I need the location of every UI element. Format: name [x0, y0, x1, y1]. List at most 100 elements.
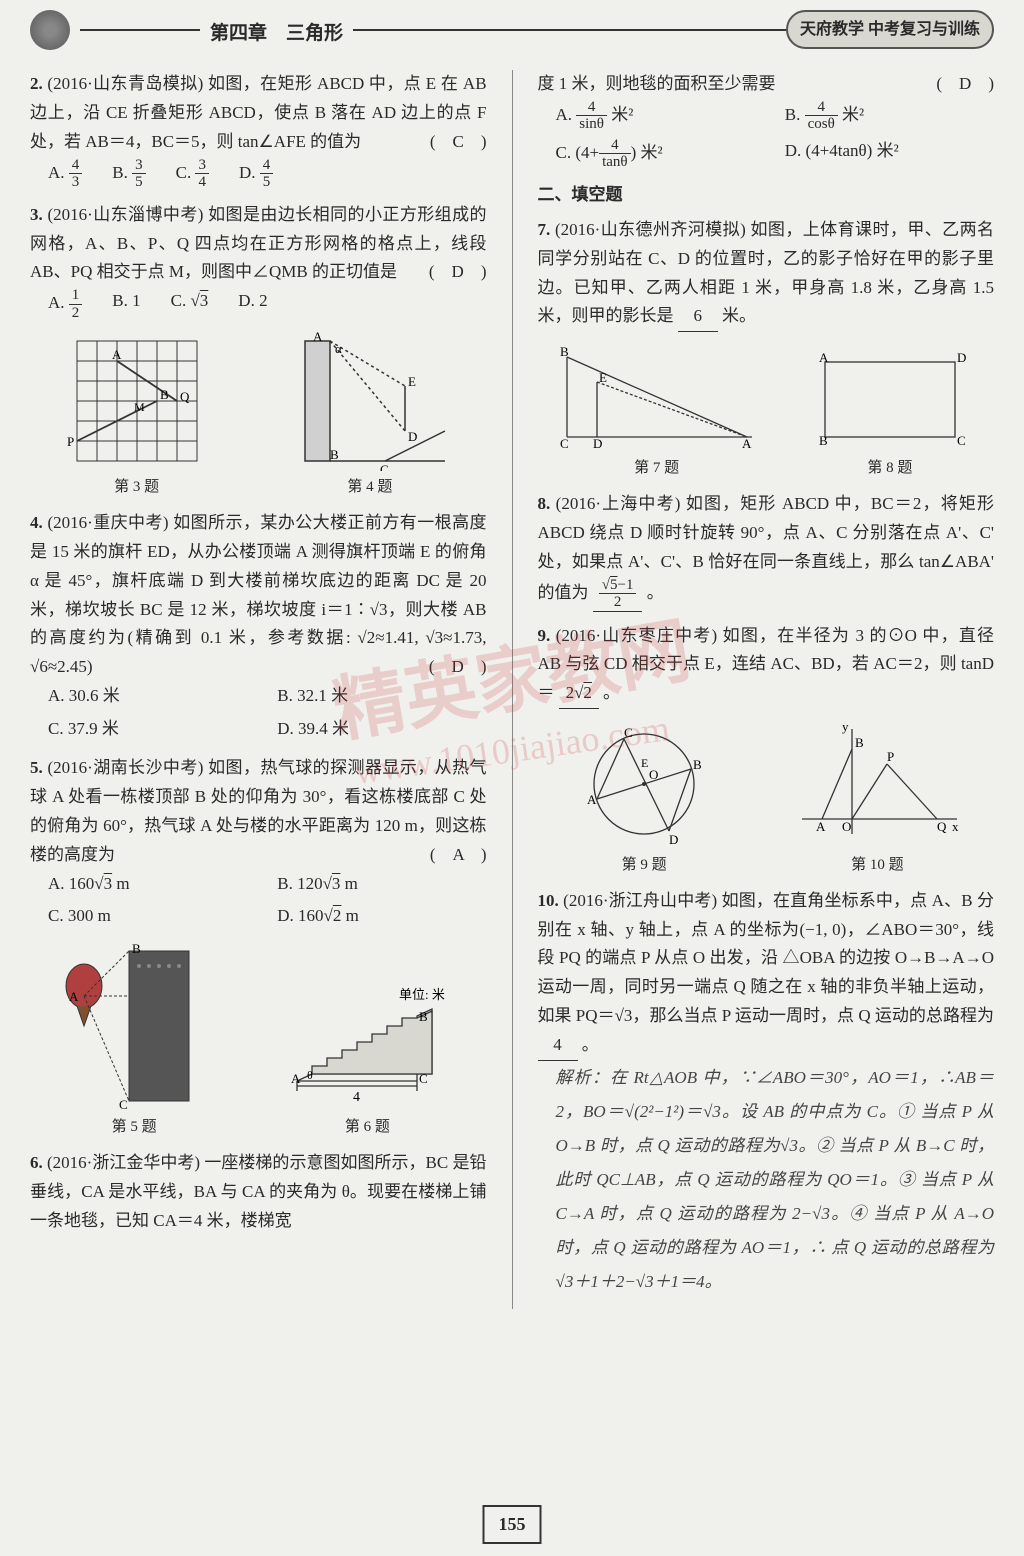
problem-number: 8. — [538, 494, 551, 513]
figure-5: ABC 第 5 题 — [59, 941, 209, 1141]
options-grid: A. 160√3 m B. 120√3 m C. 300 m D. 160√2 … — [30, 870, 487, 932]
svg-text:E: E — [599, 370, 607, 385]
problem-source: (2016·浙江舟山中考) — [563, 891, 717, 910]
problem-2: 2. (2016·山东青岛模拟) 如图，在矩形 ABCD 中，点 E 在 AB … — [30, 70, 487, 191]
svg-text:y: y — [842, 719, 849, 734]
problem-7: 7. (2016·山东德州齐河模拟) 如图，上体育课时，甲、乙两名同学分别站在 … — [538, 216, 995, 333]
option-b: B. 120√3 m — [277, 870, 486, 899]
problem-10: 10. (2016·浙江舟山中考) 如图，在直角坐标系中，点 A、B 分别在 x… — [538, 887, 995, 1299]
options-grid: A. 30.6 米 B. 32.1 米 C. 37.9 米 D. 39.4 米 — [30, 682, 487, 744]
problem-number: 10. — [538, 891, 559, 910]
svg-text:B: B — [419, 1009, 428, 1024]
figure-8: AD BC 第 8 题 — [805, 342, 975, 482]
svg-text:B: B — [819, 433, 828, 448]
svg-text:B: B — [132, 941, 141, 956]
option-d: D. (4+4tanθ) 米² — [785, 137, 994, 171]
problem-source: (2016·山东青岛模拟) — [47, 74, 203, 93]
svg-text:C: C — [957, 433, 966, 448]
figure-5-svg: A B C — [59, 941, 209, 1111]
svg-text:B: B — [330, 447, 339, 462]
answer-unit: 。 — [647, 582, 664, 601]
svg-text:D: D — [593, 436, 602, 451]
page-header: 第四章 三角形 天府教学 中考复习与训练 — [0, 0, 1024, 60]
answer-letter: D — [452, 262, 464, 281]
content-area: 2. (2016·山东青岛模拟) 如图，在矩形 ABCD 中，点 E 在 AB … — [0, 60, 1024, 1309]
answer-letter: C — [452, 132, 463, 151]
answer-letter: A — [452, 845, 463, 864]
option-b: B. 35 — [112, 157, 145, 191]
figure-row-7-8: BE CDA 第 7 题 AD BC 第 8 题 — [538, 342, 995, 482]
solution-text: 解析：在 Rt△AOB 中，∵∠ABO＝30°，AO＝1，∴AB＝2，BO＝√(… — [538, 1061, 995, 1299]
figure-6: 单位: 米 BAC θ 4 第 6 题 — [277, 981, 457, 1141]
figure-9: CA BD OE 第 9 题 — [569, 719, 719, 879]
option-c: C. (4+4tanθ) 米² — [556, 137, 765, 171]
problem-source: (2016·山东淄博中考) — [47, 205, 203, 224]
svg-text:D: D — [669, 832, 678, 847]
problem-text-cont: 度 1 米，则地毯的面积至少需要 — [538, 74, 776, 93]
svg-text:B: B — [855, 735, 864, 750]
answer-blank: √5−12 — [593, 577, 643, 612]
svg-text:M: M — [134, 400, 145, 414]
figure-row-3-4: AB PQ M 第 3 题 Aα ED — [30, 331, 487, 501]
answer-unit: 米。 — [722, 306, 756, 325]
problem-source: (2016·重庆中考) — [47, 513, 168, 532]
answer-unit: 。 — [582, 1035, 599, 1054]
svg-text:A: A — [313, 331, 323, 344]
svg-text:C: C — [624, 725, 633, 740]
unit-label: 单位: 米 — [399, 987, 445, 1002]
svg-text:C: C — [380, 462, 389, 471]
problem-8: 8. (2016·上海中考) 如图，矩形 ABCD 中，BC＝2，将矩形 ABC… — [538, 490, 995, 612]
figure-4-svg: Aα ED BC — [285, 331, 455, 471]
problem-number: 4. — [30, 513, 43, 532]
brand-badge: 天府教学 中考复习与训练 — [786, 10, 994, 49]
figure-7-svg: BE CDA — [557, 342, 757, 452]
problem-5: 5. (2016·湖南长沙中考) 如图，热气球的探测器显示，从热气球 A 处看一… — [30, 754, 487, 931]
options-row: A. 43 B. 35 C. 34 D. 45 — [30, 157, 487, 191]
svg-text:B: B — [693, 757, 702, 772]
option-a: A. 4sinθ 米² — [556, 99, 765, 133]
figure-3-svg: AB PQ M — [62, 331, 212, 471]
figure-8-svg: AD BC — [805, 342, 975, 452]
answer-blank: 4 — [538, 1031, 578, 1061]
problem-number: 2. — [30, 74, 43, 93]
right-column: 度 1 米，则地毯的面积至少需要 ( D ) A. 4sinθ 米² B. 4c… — [538, 70, 995, 1309]
figure-4: Aα ED BC 第 4 题 — [285, 331, 455, 501]
option-b: B. 1 — [112, 287, 140, 321]
option-a: A. 12 — [48, 287, 82, 321]
column-divider — [512, 70, 513, 1309]
svg-text:A: A — [112, 347, 122, 362]
svg-text:E: E — [408, 374, 416, 389]
answer-slot: ( C ) — [430, 128, 487, 157]
option-d: D. 2 — [238, 287, 267, 321]
option-b: B. 32.1 米 — [277, 682, 486, 711]
section-fill-blank: 二、填空题 — [538, 181, 995, 210]
problem-number: 3. — [30, 205, 43, 224]
answer-slot: ( D ) — [429, 653, 487, 682]
option-c: C. 34 — [176, 157, 209, 191]
option-a: A. 160√3 m — [48, 870, 257, 899]
page-number: 155 — [483, 1505, 542, 1544]
figure-caption: 第 7 题 — [557, 456, 757, 482]
svg-text:P: P — [887, 749, 894, 764]
svg-text:A: A — [69, 989, 79, 1004]
problem-source: (2016·浙江金华中考) — [47, 1153, 200, 1172]
figure-caption: 第 6 题 — [277, 1115, 457, 1141]
answer-letter: D — [452, 657, 464, 676]
option-a: A. 30.6 米 — [48, 682, 257, 711]
problem-text: 如图所示，某办公大楼正前方有一根高度是 15 米的旗杆 ED，从办公楼顶端 A … — [30, 513, 487, 676]
answer-unit: 。 — [603, 683, 620, 702]
option-d: D. 45 — [239, 157, 273, 191]
answer-slot: ( A ) — [430, 841, 487, 870]
problem-9: 9. (2016·山东枣庄中考) 如图，在半径为 3 的⊙O 中，直径 AB 与… — [538, 622, 995, 710]
figure-row-5-6: ABC 第 5 题 单位: 米 BAC θ 4 第 6 题 — [30, 941, 487, 1141]
answer-blank: 6 — [678, 302, 718, 332]
answer-slot: ( D ) — [936, 70, 994, 99]
problem-source: (2016·山东枣庄中考) — [556, 626, 717, 645]
option-c: C. √3 — [171, 287, 209, 321]
option-d: D. 39.4 米 — [277, 715, 486, 744]
figure-caption: 第 10 题 — [792, 853, 962, 879]
figure-10: xy BA OPQ 第 10 题 — [792, 719, 962, 879]
svg-text:x: x — [952, 819, 959, 834]
dim-label: 4 — [353, 1090, 360, 1105]
svg-text:C: C — [119, 1097, 128, 1111]
